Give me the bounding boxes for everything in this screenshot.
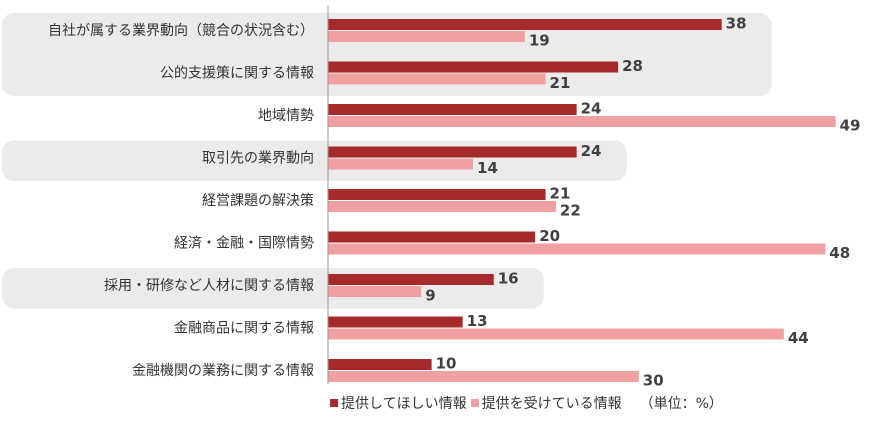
bar-series2 — [328, 328, 784, 340]
bar-series1 — [328, 316, 463, 328]
bar-series2 — [328, 73, 546, 85]
bar-series2 — [328, 158, 474, 170]
bar-series1 — [328, 19, 722, 30]
data-label-series2: 48 — [829, 244, 850, 262]
bar-series1 — [328, 146, 577, 158]
bar-series1 — [328, 359, 432, 370]
unit-label: （単位：%） — [639, 396, 723, 412]
category-label: 取引先の業界動向 — [202, 151, 314, 167]
category-label: 採用・研修など人材に関する情報 — [104, 278, 314, 294]
category-label: 自社が属する業界動向（競合の状況含む） — [48, 23, 314, 39]
bar-series2 — [328, 286, 422, 297]
data-label-series2: 19 — [529, 32, 550, 50]
data-label-series2: 30 — [643, 372, 664, 390]
data-label-series2: 9 — [425, 287, 435, 305]
category-label: 経営課題の解決策 — [202, 192, 314, 209]
highlight-band-0 — [2, 13, 772, 96]
bar-series2 — [328, 243, 826, 255]
data-label-series1: 24 — [581, 142, 602, 160]
data-label-series1: 20 — [539, 227, 560, 245]
data-label-series2: 22 — [560, 202, 581, 220]
bar-series2 — [328, 31, 525, 42]
legend-label-series2: 提供を受けている情報 — [481, 396, 622, 412]
bar-series1 — [328, 231, 536, 243]
data-label-series1: 21 — [550, 185, 571, 203]
category-label: 地域情勢 — [258, 108, 314, 124]
data-label-series2: 49 — [840, 117, 861, 135]
data-label-series1: 10 — [436, 355, 457, 373]
legend-item-series2: 提供を受けている情報 — [470, 393, 622, 413]
category-label: 金融商品に関する情報 — [174, 321, 314, 337]
category-label: 経済・金融・国際情勢 — [174, 236, 314, 252]
data-label-series2: 14 — [477, 159, 498, 177]
legend-swatch-series2 — [470, 399, 479, 407]
category-label: 金融機関の業務に関する情報 — [132, 363, 314, 379]
bar-series2 — [328, 371, 639, 382]
bar-series1 — [328, 61, 619, 73]
bar-series2 — [328, 116, 836, 127]
legend-swatch-series1 — [330, 399, 338, 407]
data-label-series1: 28 — [622, 57, 643, 75]
category-label: 公的支援策に関する情報 — [160, 65, 314, 82]
bar-series1 — [328, 189, 546, 200]
data-label-series1: 24 — [581, 100, 602, 118]
data-label-series2: 44 — [788, 329, 809, 347]
bar-series1 — [328, 274, 494, 285]
legend-label-series1: 提供してほしい情報 — [341, 396, 467, 412]
data-label-series1: 38 — [726, 15, 747, 33]
data-label-series2: 21 — [550, 74, 571, 92]
legend-item-series1: 提供してほしい情報 — [330, 393, 467, 413]
bar-series1 — [328, 104, 577, 115]
data-label-series1: 13 — [467, 312, 488, 330]
chart-legend: 提供してほしい情報 提供を受けている情報 （単位：%） — [330, 393, 723, 413]
data-label-series1: 16 — [498, 270, 519, 288]
bar-series2 — [328, 201, 556, 212]
